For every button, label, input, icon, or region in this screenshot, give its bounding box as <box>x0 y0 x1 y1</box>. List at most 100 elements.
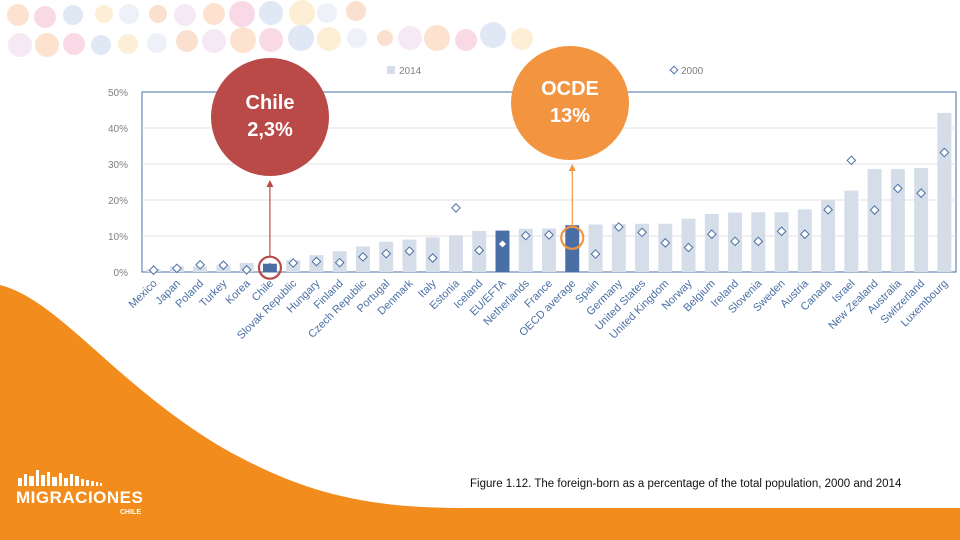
decorative-dot <box>455 29 477 51</box>
chile-callout-name: Chile <box>245 92 295 114</box>
marker-czech-republic <box>358 251 368 262</box>
x-tick-label: Korea <box>224 277 254 307</box>
bar-luxembourg <box>937 112 952 272</box>
decorative-dot <box>377 30 393 46</box>
marker-united-kingdom <box>660 237 671 248</box>
bar-spain <box>588 224 603 272</box>
y-tick-label: 50% <box>108 88 128 99</box>
decorative-dot <box>347 28 367 48</box>
logo-skyline-icon <box>18 470 102 486</box>
marker-mexico <box>148 265 159 276</box>
marker-spain <box>590 249 601 259</box>
y-tick-label: 0% <box>114 268 129 279</box>
bar-united-kingdom <box>658 223 673 272</box>
decorative-dot <box>91 35 111 55</box>
decorative-dot <box>7 4 29 26</box>
decorative-dot <box>63 33 85 55</box>
bar-sweden <box>774 212 789 272</box>
y-tick-label: 30% <box>108 160 128 171</box>
decorative-dot <box>34 6 56 28</box>
figure-caption: Figure 1.12. The foreign-born as a perce… <box>470 478 902 490</box>
marker-netherlands <box>520 230 531 241</box>
oecd-callout: OCDE 13% <box>511 46 629 160</box>
logo-title: MIGRACIONES <box>16 488 144 507</box>
marker-italy <box>427 253 438 263</box>
marker-oecd-average <box>567 232 578 243</box>
marker-germany <box>613 222 624 232</box>
marker-new-zealand <box>869 205 880 215</box>
decorative-dot <box>230 27 256 53</box>
decorative-dot <box>480 22 506 48</box>
marker-eu-efta <box>497 239 508 249</box>
marker-france <box>544 230 554 240</box>
bar-netherlands <box>518 228 533 272</box>
oecd-callout-name: OCDE <box>541 78 599 100</box>
marker-ireland <box>730 236 740 247</box>
bar-switzerland <box>914 167 929 272</box>
decorative-dots <box>7 0 533 57</box>
legend-label-2014: 2014 <box>399 66 422 77</box>
marker-united-states <box>637 227 647 238</box>
marker-portugal <box>381 248 392 259</box>
decorative-dot <box>259 28 283 52</box>
y-tick-label: 10% <box>108 232 128 243</box>
marker-chile <box>265 262 275 273</box>
marker-japan <box>171 263 182 274</box>
marker-estonia <box>451 203 461 213</box>
marker-hungary <box>311 256 322 267</box>
marker-poland <box>195 259 206 270</box>
decorative-dot <box>289 0 315 26</box>
decorative-dot <box>8 33 32 57</box>
decorative-dot <box>203 3 225 25</box>
decorative-dot <box>259 1 283 25</box>
marker-norway <box>683 242 694 253</box>
migraciones-logo: MIGRACIONES CHILE <box>14 462 154 532</box>
bar-united-states <box>635 223 650 272</box>
bar-new-zealand <box>867 169 882 272</box>
decorative-dot <box>424 25 450 51</box>
x-tick-label: Mexico <box>127 278 160 311</box>
decorative-dot <box>63 5 83 25</box>
bar-estonia <box>448 235 463 272</box>
marker-belgium <box>706 229 717 240</box>
marker-korea <box>241 264 252 275</box>
marker-slovenia <box>753 236 764 247</box>
x-tick-label: Turkey <box>198 277 230 309</box>
bar-austria <box>797 209 812 272</box>
bar-australia <box>890 169 905 272</box>
decorative-dot <box>346 1 366 21</box>
bar-france <box>542 228 556 272</box>
decorative-dot <box>119 4 139 24</box>
chile-callout: Chile 2,3% <box>211 58 329 176</box>
legend-label-2000: 2000 <box>681 66 704 77</box>
logo-subtitle: CHILE <box>120 509 141 516</box>
bar-belgium <box>704 214 719 272</box>
oecd-callout-value: 13% <box>549 105 591 127</box>
marker-denmark <box>404 246 415 257</box>
decorative-dot <box>317 3 337 23</box>
marker-austria <box>799 229 810 240</box>
marker-iceland <box>474 245 485 256</box>
decorative-dot <box>174 4 196 26</box>
decorative-dot <box>288 25 314 51</box>
decorative-dot <box>511 28 533 50</box>
marker-israel <box>846 155 857 166</box>
orange-wave-background <box>0 285 960 540</box>
legend: 2014 2000 <box>387 65 704 77</box>
callout-connectors <box>266 164 576 257</box>
marker-turkey <box>218 260 229 271</box>
decorative-dot <box>229 1 255 27</box>
connector-arrow-oecd <box>568 164 576 171</box>
decorative-dot <box>176 30 198 52</box>
decorative-dot <box>317 27 341 51</box>
decorative-dot <box>147 33 167 53</box>
bar-canada <box>821 200 836 272</box>
decorative-dot <box>398 26 422 50</box>
marker-canada <box>823 204 833 215</box>
marker-australia <box>892 183 903 194</box>
marker-sweden <box>776 226 787 237</box>
connector-arrow-chile <box>266 180 274 187</box>
marker-switzerland <box>916 188 927 199</box>
decorative-dot <box>149 5 167 23</box>
